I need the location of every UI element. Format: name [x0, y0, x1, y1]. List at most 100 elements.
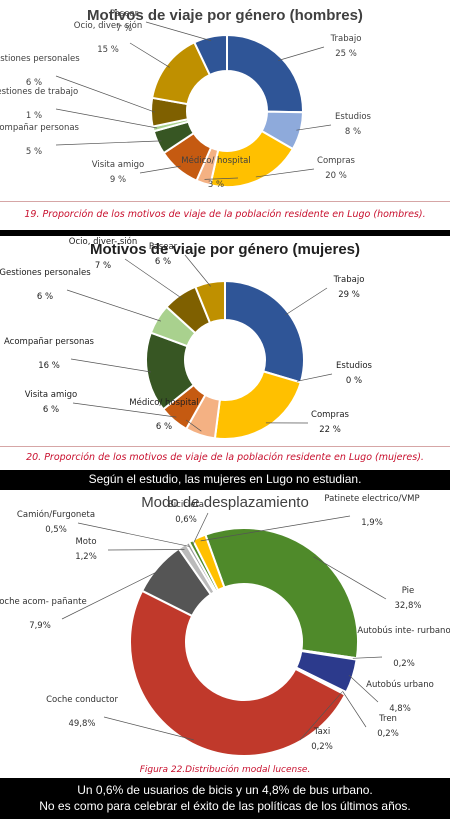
leader-line — [342, 690, 367, 728]
slice-value: 5 % — [26, 147, 42, 157]
slice-value: 6 % — [156, 422, 172, 432]
slice-value: 29 % — [338, 290, 360, 300]
leader-line — [72, 402, 177, 418]
leader-line — [103, 716, 194, 741]
slice-value: 0,2% — [393, 659, 415, 669]
slice-value: 49,8% — [68, 719, 95, 729]
caption-rule — [0, 201, 450, 202]
leader-line — [129, 42, 170, 68]
leader-line — [66, 289, 161, 322]
leader-line — [55, 75, 156, 113]
chart-caption: 19. Proporción de los motivos de viaje d… — [24, 209, 426, 220]
leader-line — [184, 254, 211, 287]
slice-value: 1 % — [26, 111, 42, 121]
slice-value: 22 % — [319, 425, 341, 435]
slice-value: 3 % — [208, 180, 224, 190]
chart-caption: 20. Proporción de los motivos de viaje d… — [26, 452, 424, 463]
leader-line — [77, 522, 190, 547]
slice-label: Tren — [378, 714, 397, 724]
leader-line — [124, 258, 183, 299]
slice-value: 7 % — [116, 24, 132, 34]
leader-line — [278, 46, 325, 61]
slice-label: Coche conductor — [46, 695, 118, 705]
slice-label: Trabajo — [333, 275, 365, 285]
slice-value: 6 % — [43, 405, 59, 415]
slice-label: Pasear — [149, 242, 178, 252]
slice-label: Ocio, diver- sión — [69, 236, 137, 247]
slice-label: Trabajo — [330, 34, 362, 44]
leader-line — [55, 140, 162, 146]
slice-value: 8 % — [345, 127, 361, 137]
donut-slice — [226, 33, 304, 114]
leader-line — [255, 168, 315, 178]
slice-label: Gestiones personales — [0, 54, 80, 64]
slice-value: 0,2% — [311, 742, 333, 752]
leader-line — [61, 569, 161, 620]
caption-rule — [0, 446, 450, 447]
slice-label: Visita amigo — [92, 160, 144, 170]
slice-label: Taxi — [313, 727, 330, 737]
slice-value: 16 % — [38, 361, 60, 371]
donut-slice — [204, 527, 359, 660]
chart-panel-hombres: Motivos de viaje por género (hombres) Tr… — [0, 0, 450, 230]
slice-label: Gestiones personales — [0, 268, 91, 278]
slice-value: 6 % — [26, 78, 42, 88]
slice-value: 1,2% — [75, 552, 97, 562]
slice-label: Compras — [317, 156, 356, 166]
slice-value: 0,6% — [175, 515, 197, 525]
slice-label: Camión/Furgoneta — [17, 509, 95, 520]
slice-label: Pie — [402, 586, 415, 596]
leader-line — [348, 674, 379, 703]
donut-slice — [213, 370, 302, 440]
slice-value: 20 % — [325, 171, 347, 181]
slice-label: Pasear — [110, 9, 139, 19]
slice-label: Patinete electrico/VMP — [324, 494, 419, 504]
chart-caption: Figura 22.Distribución modal lucense. — [139, 765, 311, 775]
leader-line — [296, 124, 332, 131]
slice-label: Visita amigo — [25, 390, 77, 400]
slice-label: Médico/ hospital — [181, 155, 250, 166]
slice-label: Acompañar personas — [0, 123, 80, 133]
leader-line — [192, 512, 209, 545]
commentary-line: Un 0,6% de usuarios de bicis y un 4,8% d… — [77, 783, 373, 797]
slice-label: Moto — [75, 537, 96, 547]
donut-chart-hombres: Motivos de viaje por género (hombres) Tr… — [0, 7, 372, 190]
leader-line — [296, 373, 333, 382]
leader-line — [204, 177, 239, 180]
slice-value: 6 % — [155, 257, 171, 267]
slice-value: 0,2% — [377, 729, 399, 739]
chart-title: Motivos de viaje por género (hombres) — [87, 7, 363, 24]
chart-panel-mujeres: Motivos de viaje por género (mujeres) Tr… — [0, 236, 450, 470]
donut-slice — [194, 279, 226, 325]
slice-value: 0,5% — [45, 525, 67, 535]
slice-label: Autobús urbano — [366, 680, 434, 690]
chart-title: Modo de desplazamiento — [141, 494, 309, 511]
leader-line — [185, 419, 202, 432]
slice-value: 6 % — [37, 292, 53, 302]
commentary-block: Un 0,6% de usuarios de bicis y un 4,8% d… — [0, 779, 450, 819]
chart-panel-modo: Modo de desplazamiento Pie 32,8% Autobús i… — [0, 490, 450, 778]
leader-line — [299, 692, 343, 741]
slice-value: 32,8% — [394, 601, 421, 611]
chart-title: Motivos de viaje por género (mujeres) — [90, 241, 360, 258]
donut-slice — [191, 533, 226, 592]
slice-value: 4,8% — [389, 704, 411, 714]
donut-chart-modo: Modo de desplazamiento Pie 32,8% Autobús i… — [0, 494, 450, 757]
leader-line — [352, 656, 383, 659]
leader-line — [70, 358, 152, 373]
commentary-line: Según el estudio, las mujeres en Lugo no… — [0, 471, 450, 489]
slice-label: Coche acom- pañante — [0, 597, 87, 607]
slice-label: Autobús inte- rurbano — [357, 626, 450, 636]
slice-value: 0 % — [346, 376, 362, 386]
leader-line — [139, 165, 181, 174]
commentary-line: No es como para celebrar el éxito de las… — [39, 799, 411, 813]
slice-label: Ocio, diver- sión — [74, 20, 142, 31]
slice-label: Médico/ hospital — [129, 397, 198, 408]
slice-value: 1,9% — [361, 518, 383, 528]
slice-value: 7,9% — [29, 621, 51, 631]
leader-line — [107, 549, 185, 551]
slice-value: 15 % — [97, 45, 119, 55]
slice-label: Compras — [311, 410, 350, 420]
slice-value: 9 % — [110, 175, 126, 185]
donut-slice — [129, 589, 347, 757]
